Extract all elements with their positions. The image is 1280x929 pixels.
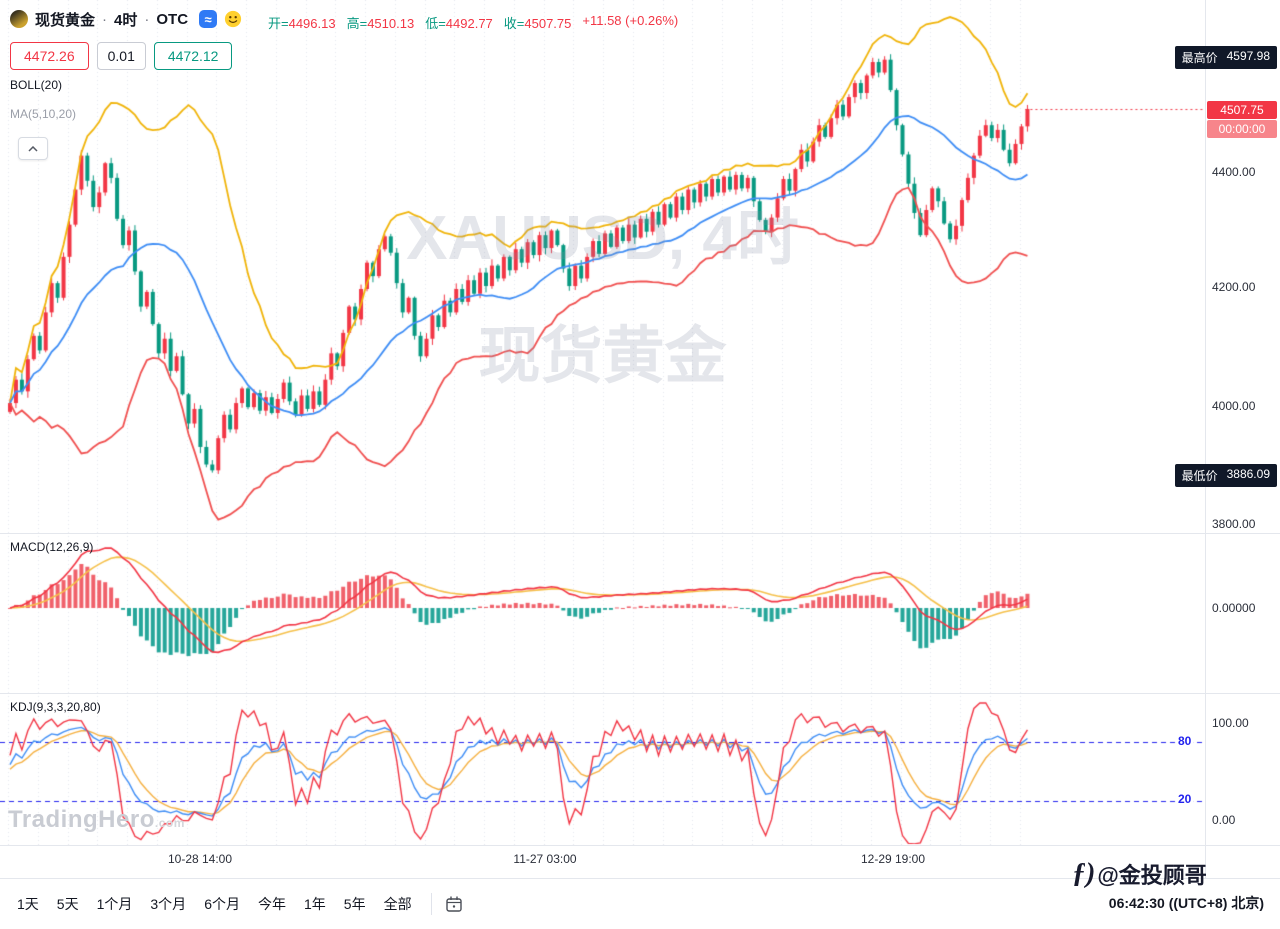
kdj-axis-tick[interactable]: 0.00 bbox=[1212, 813, 1236, 827]
chart-canvas[interactable] bbox=[0, 0, 1205, 845]
range-button-1y[interactable]: 1年 bbox=[295, 888, 335, 920]
symbol-header[interactable]: 现货黄金 · 4时 · OTC ≈ bbox=[10, 8, 242, 30]
kdj-upper-band-label: 80 bbox=[1176, 734, 1194, 748]
range-button-all[interactable]: 全部 bbox=[375, 888, 421, 920]
symbol-name: 现货黄金 bbox=[35, 11, 96, 29]
range-button-1m[interactable]: 1个月 bbox=[88, 888, 142, 920]
price-tick[interactable]: 4200.00 bbox=[1212, 280, 1256, 294]
range-button-6m[interactable]: 6个月 bbox=[195, 888, 249, 920]
open-value: 4496.13 bbox=[288, 16, 336, 31]
session-high-label: 最高价 bbox=[1181, 51, 1218, 65]
tradinghero-tld: .com bbox=[154, 816, 185, 830]
high-value: 4510.13 bbox=[367, 16, 415, 31]
boll-indicator-label[interactable]: BOLL(20) bbox=[10, 78, 63, 92]
clock-time: 06:42:30 bbox=[1108, 895, 1165, 911]
tradinghero-watermark: TradingHero .com bbox=[8, 806, 185, 834]
otc-data-icon: ≈ bbox=[199, 10, 218, 28]
range-button-5y[interactable]: 5年 bbox=[335, 888, 375, 920]
market-label: OTC bbox=[156, 10, 189, 28]
quote-row: 4472.26 0.01 4472.12 bbox=[10, 42, 233, 70]
time-axis-label: 10-28 14:00 bbox=[167, 852, 233, 866]
spread-value: 0.01 bbox=[96, 42, 146, 70]
collapse-legend-button[interactable] bbox=[18, 137, 48, 160]
calendar-button[interactable] bbox=[442, 892, 466, 916]
session-high-badge: 最高价 4597.98 bbox=[1174, 46, 1277, 69]
range-toolbar: 1天 5天 1个月 3个月 6个月 今年 1年 5年 全部 bbox=[0, 879, 1280, 929]
high-label: 高= bbox=[346, 16, 368, 31]
time-axis-label: 12-29 19:00 bbox=[860, 852, 926, 866]
time-axis-label: 11-27 03:00 bbox=[513, 852, 577, 866]
price-tick[interactable]: 4000.00 bbox=[1212, 399, 1256, 413]
session-high-value: 4597.98 bbox=[1226, 49, 1270, 63]
macd-axis-tick[interactable]: 0.00000 bbox=[1212, 601, 1256, 615]
separator-dot: · bbox=[102, 10, 108, 28]
panel-separator[interactable] bbox=[0, 693, 1280, 694]
gold-symbol-icon bbox=[10, 10, 28, 28]
kdj-lower-band-label: 20 bbox=[1176, 792, 1194, 806]
session-low-value: 3886.09 bbox=[1226, 467, 1270, 481]
range-button-5d[interactable]: 5天 bbox=[48, 888, 88, 920]
ma-indicator-label[interactable]: MA(5,10,20) bbox=[10, 107, 77, 121]
credit-logo-icon: ƒ) bbox=[1072, 858, 1096, 889]
separator-dot: · bbox=[144, 10, 150, 28]
session-low-badge: 最低价 3886.09 bbox=[1174, 464, 1277, 487]
kdj-indicator-label[interactable]: KDJ(9,3,3,20,80) bbox=[10, 700, 101, 714]
panel-separator[interactable] bbox=[0, 533, 1280, 534]
clock-timezone: ((UTC+8) 北京) bbox=[1168, 895, 1264, 911]
smiley-icon bbox=[224, 10, 242, 28]
tradinghero-name: TradingHero bbox=[8, 806, 155, 833]
open-label: 开= bbox=[268, 16, 289, 31]
range-button-ytd[interactable]: 今年 bbox=[249, 888, 295, 920]
kdj-axis-tick[interactable]: 100.00 bbox=[1212, 716, 1249, 730]
close-value: 4507.75 bbox=[524, 16, 572, 31]
change-value: +11.58 (+0.26%) bbox=[582, 13, 679, 28]
interval-label: 4时 bbox=[114, 11, 138, 29]
session-low-label: 最低价 bbox=[1181, 469, 1218, 483]
credit-name: @金投顾哥 bbox=[1097, 863, 1207, 888]
close-label: 收= bbox=[503, 16, 525, 31]
range-button-1d[interactable]: 1天 bbox=[8, 888, 48, 920]
range-button-3m[interactable]: 3个月 bbox=[141, 888, 195, 920]
chevron-up-icon bbox=[28, 145, 38, 152]
macd-indicator-label[interactable]: MACD(12,26,9) bbox=[10, 540, 94, 554]
price-axis-separator bbox=[1205, 0, 1206, 878]
calendar-icon bbox=[445, 896, 462, 912]
last-price-badge: 4507.75 bbox=[1207, 101, 1277, 119]
price-tick[interactable]: 3800.00 bbox=[1212, 517, 1256, 531]
toolbar-separator bbox=[0, 878, 1280, 879]
time-axis-separator bbox=[0, 845, 1280, 846]
low-label: 低= bbox=[425, 16, 446, 31]
bar-countdown-badge: 00:00:00 bbox=[1207, 120, 1277, 138]
low-value: 4492.77 bbox=[445, 16, 493, 31]
author-credit: ƒ) @金投顾哥 bbox=[1072, 858, 1207, 890]
sell-price-button[interactable]: 4472.26 bbox=[10, 42, 89, 70]
toolbar-divider bbox=[430, 893, 432, 915]
ohlc-readout: 开=4496.13 高=4510.13 低=4492.77 收=4507.75 … bbox=[268, 13, 678, 32]
price-tick[interactable]: 4400.00 bbox=[1212, 165, 1256, 179]
clock-readout: 06:42:30 ((UTC+8) 北京) bbox=[1109, 893, 1264, 913]
buy-price-button[interactable]: 4472.12 bbox=[153, 42, 233, 70]
